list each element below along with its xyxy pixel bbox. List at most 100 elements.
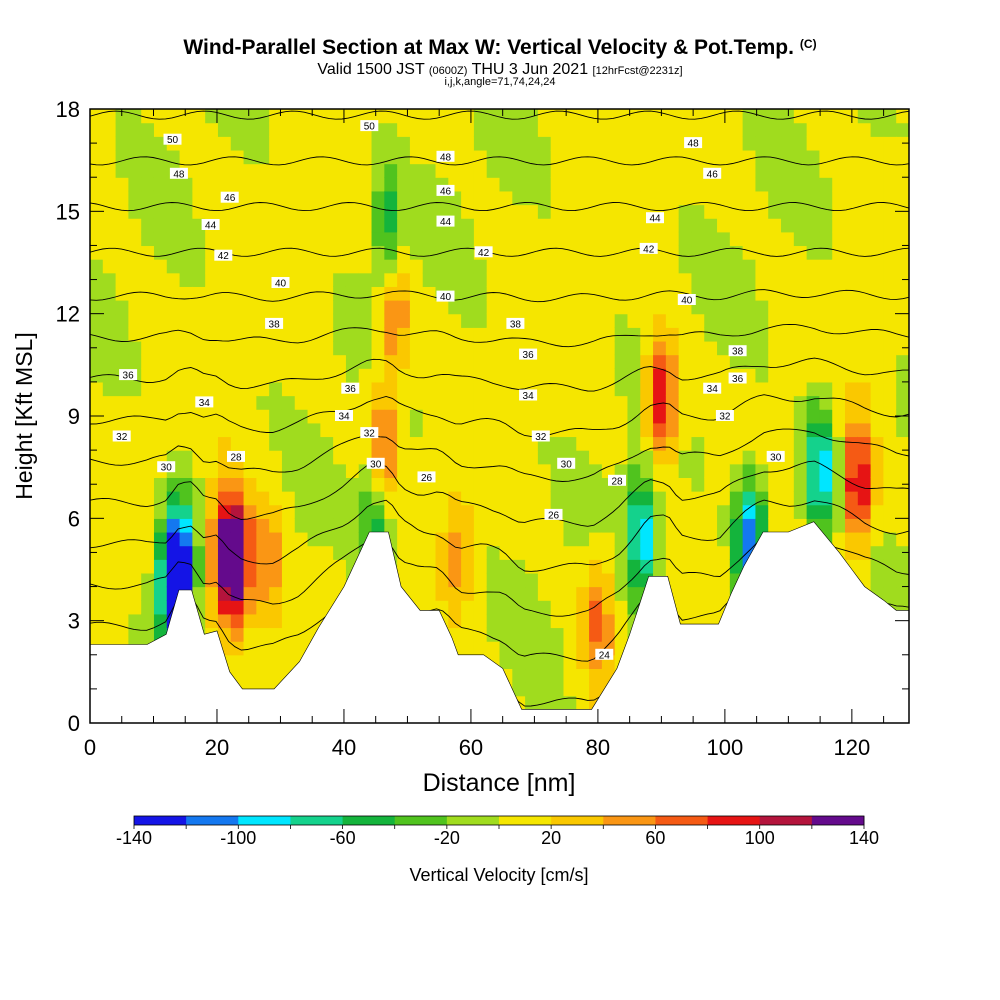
velocity-cell	[832, 300, 846, 315]
velocity-cell	[269, 286, 283, 301]
velocity-cell	[640, 559, 654, 574]
velocity-cell	[448, 586, 462, 601]
velocity-cell	[601, 381, 616, 397]
velocity-cell	[461, 163, 475, 178]
velocity-cell	[793, 300, 808, 315]
velocity-cell	[473, 600, 488, 615]
velocity-cell	[819, 177, 833, 192]
velocity-cell	[345, 122, 360, 137]
velocity-cell	[435, 586, 449, 601]
velocity-cell	[576, 136, 590, 151]
velocity-cell	[473, 340, 488, 356]
velocity-cell	[461, 641, 475, 656]
terrain	[90, 521, 909, 723]
velocity-cell	[397, 463, 411, 478]
velocity-cell	[269, 436, 283, 451]
velocity-cell	[614, 231, 629, 247]
velocity-cell	[320, 245, 334, 260]
velocity-cell	[704, 272, 718, 287]
velocity-cell	[192, 354, 206, 369]
velocity-cell	[704, 518, 718, 533]
velocity-cell	[576, 313, 590, 328]
velocity-cell	[589, 409, 603, 424]
velocity-cell	[243, 586, 257, 601]
theta-contour	[90, 202, 909, 212]
velocity-cell	[435, 531, 449, 547]
velocity-cell	[166, 122, 181, 137]
velocity-cell	[704, 559, 718, 574]
contour-label-box	[715, 410, 734, 421]
velocity-cell	[281, 300, 296, 315]
contour-label: 40	[436, 290, 455, 303]
velocity-cell	[230, 613, 245, 629]
contour-label-text: 30	[770, 452, 782, 463]
velocity-cell	[640, 149, 654, 165]
velocity-cell	[691, 149, 705, 165]
velocity-cell	[627, 354, 641, 369]
velocity-cell	[345, 136, 360, 151]
velocity-cell	[281, 654, 296, 670]
velocity-cell	[166, 354, 181, 369]
contour-label: 34	[703, 382, 722, 395]
velocity-cell	[627, 586, 641, 601]
velocity-cell	[102, 286, 117, 301]
velocity-cell	[627, 572, 641, 588]
velocity-cell	[486, 136, 501, 151]
velocity-cell	[665, 231, 680, 247]
velocity-cell	[525, 491, 539, 506]
velocity-cell	[717, 218, 731, 233]
velocity-cell	[473, 422, 488, 438]
contour-label: 26	[417, 471, 436, 484]
velocity-cell	[473, 531, 488, 547]
velocity-cell	[256, 231, 270, 247]
velocity-cell	[537, 177, 552, 192]
velocity-cell	[486, 204, 501, 219]
velocity-cell	[755, 259, 769, 274]
colorbar-tick-label: -100	[220, 828, 256, 848]
velocity-cell	[857, 177, 872, 192]
velocity-cell	[230, 627, 245, 642]
velocity-cell	[819, 231, 833, 247]
velocity-cell	[499, 504, 513, 519]
colorbar: -140 -100 -60 -20 20 60 100 140	[116, 815, 879, 848]
velocity-cell	[499, 136, 513, 151]
velocity-cell	[563, 641, 577, 656]
velocity-cell	[691, 327, 705, 342]
velocity-cell	[819, 149, 833, 165]
velocity-cell	[845, 477, 859, 492]
velocity-cell	[896, 163, 909, 178]
velocity-cell	[704, 136, 718, 151]
velocity-cell	[102, 136, 117, 151]
velocity-cell	[320, 313, 334, 328]
velocity-cell	[256, 463, 270, 478]
velocity-cell	[717, 395, 731, 410]
colorbar-swatch	[499, 816, 552, 825]
velocity-cell	[141, 327, 155, 342]
velocity-cell	[371, 149, 385, 165]
velocity-cell	[205, 313, 219, 328]
velocity-cell	[166, 518, 181, 533]
y-tick-label: 6	[68, 506, 80, 531]
velocity-cell	[691, 190, 705, 206]
velocity-cell	[640, 177, 654, 192]
velocity-cell	[141, 586, 155, 601]
velocity-cell	[640, 300, 654, 315]
velocity-cell	[115, 177, 129, 192]
velocity-cell	[461, 340, 475, 356]
velocity-cell	[653, 354, 667, 369]
velocity-cell	[896, 381, 909, 397]
velocity-cell	[793, 122, 808, 137]
velocity-cell	[128, 149, 142, 165]
velocity-cell	[461, 245, 475, 260]
velocity-cell	[102, 190, 117, 206]
velocity-cell	[704, 450, 718, 465]
velocity-cell	[793, 504, 808, 519]
velocity-cell	[717, 477, 731, 492]
velocity-cell	[422, 327, 437, 342]
velocity-cell	[333, 559, 347, 574]
velocity-cell	[499, 436, 513, 451]
velocity-cell	[717, 436, 731, 451]
velocity-cell	[473, 641, 488, 656]
colorbar-swatch	[290, 816, 343, 825]
contour-label-box	[474, 246, 493, 258]
